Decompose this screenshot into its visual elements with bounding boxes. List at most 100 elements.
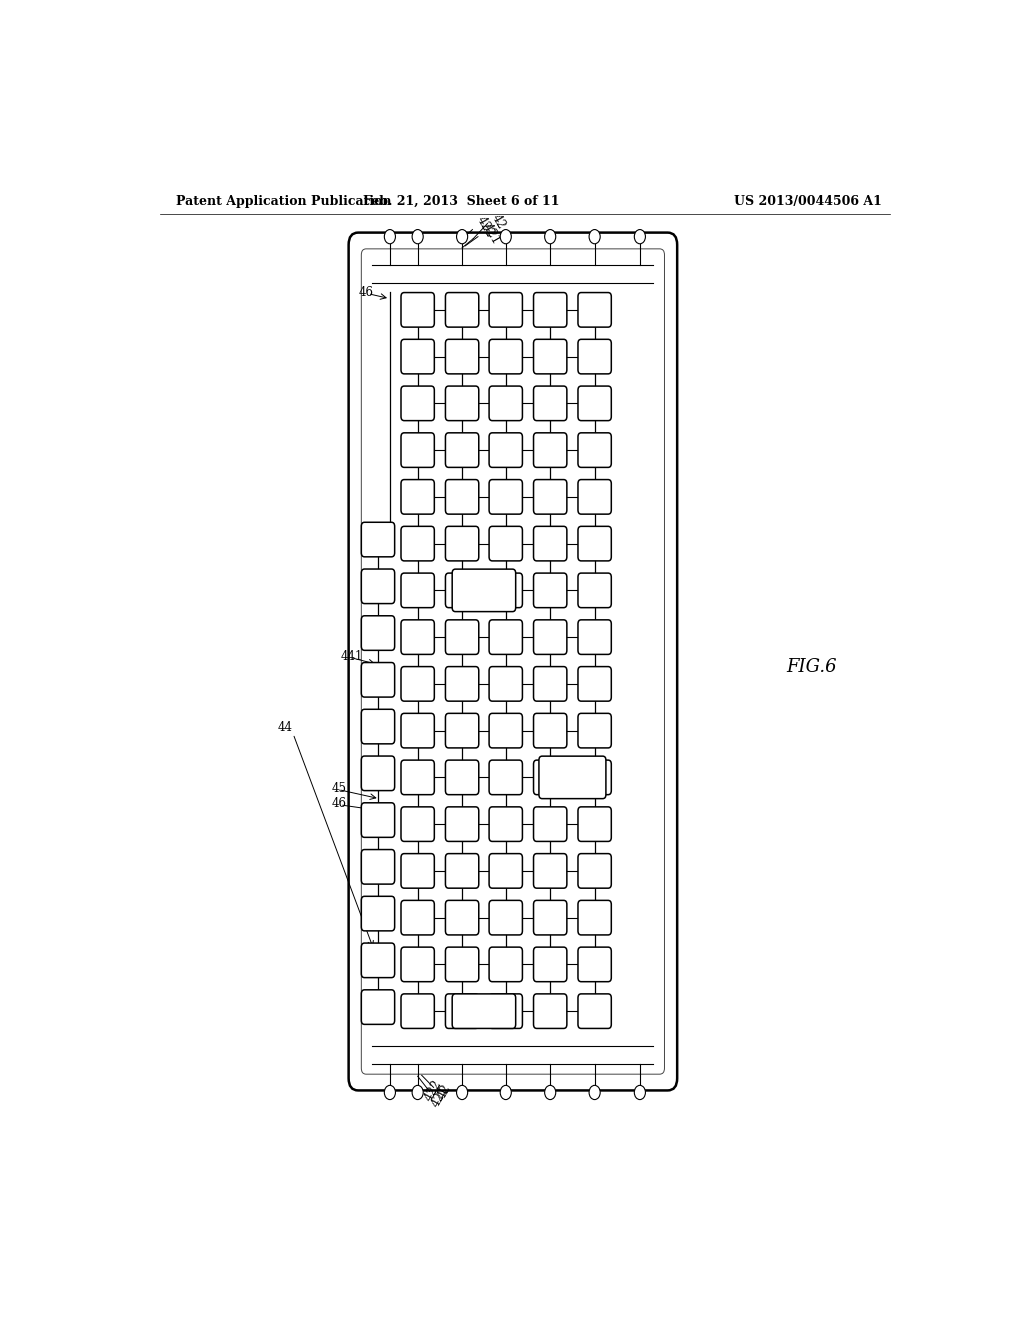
Text: Feb. 21, 2013  Sheet 6 of 11: Feb. 21, 2013 Sheet 6 of 11 (364, 194, 559, 207)
FancyBboxPatch shape (401, 807, 434, 841)
FancyBboxPatch shape (534, 620, 567, 655)
Circle shape (500, 230, 511, 244)
FancyBboxPatch shape (401, 527, 434, 561)
FancyBboxPatch shape (489, 948, 522, 982)
FancyBboxPatch shape (489, 339, 522, 374)
FancyBboxPatch shape (489, 807, 522, 841)
FancyBboxPatch shape (489, 385, 522, 421)
FancyBboxPatch shape (361, 523, 394, 557)
FancyBboxPatch shape (489, 620, 522, 655)
FancyBboxPatch shape (445, 948, 479, 982)
Text: 44: 44 (278, 721, 292, 734)
FancyBboxPatch shape (534, 807, 567, 841)
FancyBboxPatch shape (453, 994, 516, 1028)
FancyBboxPatch shape (489, 760, 522, 795)
Text: US 2013/0044506 A1: US 2013/0044506 A1 (734, 194, 882, 207)
FancyBboxPatch shape (578, 667, 611, 701)
FancyBboxPatch shape (401, 667, 434, 701)
FancyBboxPatch shape (489, 854, 522, 888)
FancyBboxPatch shape (453, 569, 516, 611)
FancyBboxPatch shape (578, 994, 611, 1028)
FancyBboxPatch shape (489, 479, 522, 515)
FancyBboxPatch shape (445, 854, 479, 888)
FancyBboxPatch shape (578, 573, 611, 607)
Circle shape (589, 230, 600, 244)
FancyBboxPatch shape (445, 385, 479, 421)
FancyBboxPatch shape (361, 616, 394, 651)
FancyBboxPatch shape (401, 713, 434, 748)
Circle shape (384, 1085, 395, 1100)
Text: 421: 421 (429, 1084, 452, 1109)
FancyBboxPatch shape (445, 293, 479, 327)
FancyBboxPatch shape (534, 760, 567, 795)
FancyBboxPatch shape (401, 994, 434, 1028)
FancyBboxPatch shape (401, 385, 434, 421)
FancyBboxPatch shape (534, 385, 567, 421)
FancyBboxPatch shape (401, 620, 434, 655)
Text: Patent Application Publication: Patent Application Publication (176, 194, 391, 207)
Circle shape (589, 1085, 600, 1100)
FancyBboxPatch shape (578, 385, 611, 421)
FancyBboxPatch shape (578, 760, 611, 795)
FancyBboxPatch shape (401, 433, 434, 467)
FancyBboxPatch shape (489, 433, 522, 467)
FancyBboxPatch shape (361, 850, 394, 884)
FancyBboxPatch shape (539, 756, 606, 799)
FancyBboxPatch shape (534, 900, 567, 935)
FancyBboxPatch shape (578, 339, 611, 374)
FancyBboxPatch shape (578, 293, 611, 327)
FancyBboxPatch shape (361, 803, 394, 837)
FancyBboxPatch shape (445, 713, 479, 748)
FancyBboxPatch shape (489, 667, 522, 701)
FancyBboxPatch shape (534, 433, 567, 467)
Text: FIG.6: FIG.6 (786, 657, 838, 676)
Circle shape (545, 230, 556, 244)
FancyBboxPatch shape (445, 807, 479, 841)
FancyBboxPatch shape (534, 994, 567, 1028)
FancyBboxPatch shape (534, 479, 567, 515)
Circle shape (457, 1085, 468, 1100)
FancyBboxPatch shape (578, 479, 611, 515)
FancyBboxPatch shape (578, 713, 611, 748)
FancyBboxPatch shape (401, 479, 434, 515)
Circle shape (634, 1085, 645, 1100)
FancyBboxPatch shape (534, 339, 567, 374)
Text: 441: 441 (341, 649, 364, 663)
FancyBboxPatch shape (534, 573, 567, 607)
FancyBboxPatch shape (489, 713, 522, 748)
FancyBboxPatch shape (445, 527, 479, 561)
FancyBboxPatch shape (578, 433, 611, 467)
Circle shape (412, 1085, 423, 1100)
FancyBboxPatch shape (361, 756, 394, 791)
FancyBboxPatch shape (489, 527, 522, 561)
FancyBboxPatch shape (578, 807, 611, 841)
Text: 421: 421 (479, 220, 502, 247)
Text: 42: 42 (489, 211, 508, 231)
FancyBboxPatch shape (445, 573, 479, 607)
FancyBboxPatch shape (445, 900, 479, 935)
FancyBboxPatch shape (401, 293, 434, 327)
FancyBboxPatch shape (534, 854, 567, 888)
FancyBboxPatch shape (534, 293, 567, 327)
FancyBboxPatch shape (578, 527, 611, 561)
FancyBboxPatch shape (401, 900, 434, 935)
FancyBboxPatch shape (578, 620, 611, 655)
FancyBboxPatch shape (401, 854, 434, 888)
FancyBboxPatch shape (534, 527, 567, 561)
FancyBboxPatch shape (348, 232, 677, 1090)
FancyBboxPatch shape (489, 573, 522, 607)
FancyBboxPatch shape (361, 709, 394, 744)
Text: 422: 422 (474, 214, 497, 239)
FancyBboxPatch shape (445, 479, 479, 515)
FancyBboxPatch shape (489, 900, 522, 935)
FancyBboxPatch shape (401, 760, 434, 795)
FancyBboxPatch shape (361, 990, 394, 1024)
FancyBboxPatch shape (401, 573, 434, 607)
Circle shape (500, 1085, 511, 1100)
Text: 46: 46 (332, 797, 347, 810)
FancyBboxPatch shape (534, 948, 567, 982)
Circle shape (545, 1085, 556, 1100)
Circle shape (412, 230, 423, 244)
FancyBboxPatch shape (534, 667, 567, 701)
FancyBboxPatch shape (445, 339, 479, 374)
